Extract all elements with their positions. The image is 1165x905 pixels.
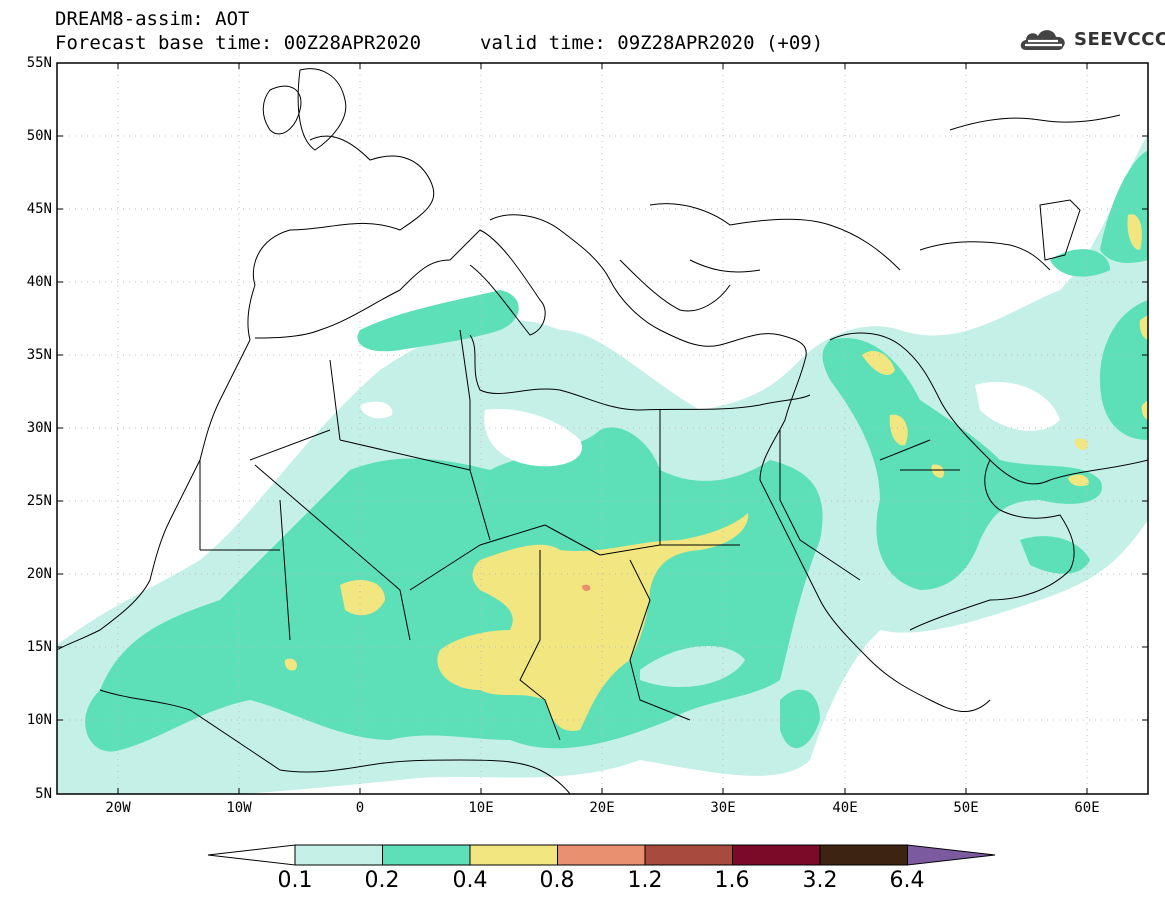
- forecast-base-time: Forecast base time: 00Z28APR2020: [55, 32, 422, 54]
- lon-label: 30E: [710, 800, 736, 816]
- colorbar-segment-4: [557, 844, 646, 866]
- colorbar-segment-7: [819, 844, 908, 866]
- colorbar-label: 0.1: [277, 868, 313, 893]
- lon-label: 60E: [1074, 800, 1100, 816]
- colorbar-label: 0.2: [364, 868, 400, 893]
- map-title: DREAM8-assim: AOT: [55, 8, 250, 30]
- valid-time: valid time: 09Z28APR2020 (+09): [480, 32, 824, 54]
- lat-label: 55N: [26, 55, 52, 71]
- lon-label: 40E: [832, 800, 858, 816]
- cloud-icon: [1020, 30, 1065, 50]
- lat-label: 15N: [26, 639, 52, 655]
- colorbar-segment-1: [294, 844, 383, 866]
- lon-label: 20E: [589, 800, 615, 816]
- lon-label: 20W: [105, 800, 131, 816]
- lon-label: 10W: [226, 800, 252, 816]
- lat-label: 40N: [26, 274, 52, 290]
- lat-label: 5N: [35, 786, 52, 802]
- colorbar-segment-2: [382, 844, 471, 866]
- colorbar-label: 1.2: [627, 868, 663, 893]
- colorbar-label: 6.4: [889, 868, 925, 893]
- lat-label: 50N: [26, 128, 52, 144]
- coastlines: [57, 68, 1148, 794]
- colorbar-segment-5: [644, 844, 733, 866]
- lat-label: 45N: [26, 201, 52, 217]
- lat-label: 30N: [26, 420, 52, 436]
- lon-label: 50E: [953, 800, 979, 816]
- seevccc-logo: SEEVCCC: [1018, 24, 1165, 54]
- colorbar-lower-triangle: [207, 844, 296, 866]
- colorbar-upper-triangle: [907, 844, 996, 866]
- lon-label: 10E: [468, 800, 494, 816]
- colorbar-label: 1.6: [714, 868, 750, 893]
- colorbar: [207, 844, 996, 866]
- lat-label: 10N: [26, 712, 52, 728]
- colorbar-label: 0.8: [539, 868, 575, 893]
- axis-ticks: [57, 62, 1148, 795]
- lat-label: 20N: [26, 566, 52, 582]
- lat-label: 35N: [26, 347, 52, 363]
- colorbar-label: 0.4: [452, 868, 488, 893]
- lat-label: 25N: [26, 493, 52, 509]
- colorbar-label: 3.2: [802, 868, 838, 893]
- colorbar-segment-3: [469, 844, 558, 866]
- aot-field: [57, 135, 1148, 794]
- colorbar-segment-6: [732, 844, 821, 866]
- logo-text: SEEVCCC: [1074, 28, 1165, 50]
- lon-label: 0: [355, 800, 365, 816]
